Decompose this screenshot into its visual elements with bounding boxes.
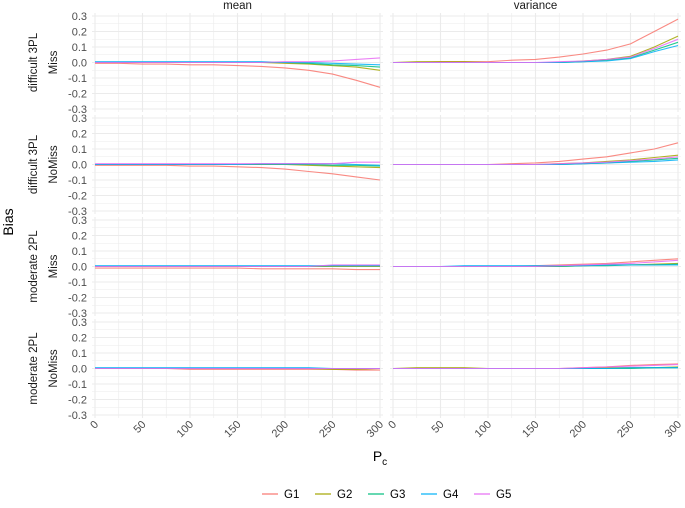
x-tick-label: 200 xyxy=(270,419,291,440)
row-strip-label: moderate 2PL xyxy=(28,332,40,405)
series-line-g4 xyxy=(95,61,381,66)
row-strip-label: difficult 3PL xyxy=(28,134,40,194)
y-tick-label: -0.3 xyxy=(68,104,87,116)
y-tick-label: -0.2 xyxy=(68,89,87,101)
y-tick-label: -0.3 xyxy=(68,410,87,422)
y-tick-label: 0.3 xyxy=(72,317,87,329)
facet-panel xyxy=(92,13,383,112)
series-line-g5 xyxy=(95,264,380,268)
row-strip-label: moderate 2PL xyxy=(28,230,40,303)
x-tick-label: 250 xyxy=(615,419,636,440)
series-line-g5 xyxy=(393,38,679,64)
y-tick-label: -0.2 xyxy=(68,395,87,407)
y-tick-label: -0.1 xyxy=(68,379,87,391)
y-tick-label: 0.2 xyxy=(72,231,87,243)
panels: mean variance difficult 3PL Miss -0.3 -0.2 -0.… xyxy=(28,0,684,440)
y-tick-label: -0.2 xyxy=(68,191,87,203)
series-line-g1 xyxy=(95,62,381,88)
series-line-g5 xyxy=(393,259,679,268)
series-line-g5 xyxy=(95,161,380,165)
series-line-g5 xyxy=(393,364,679,370)
y-tick-label: 0.1 xyxy=(72,42,87,54)
x-tick-label: 300 xyxy=(365,419,386,440)
y-tick-label: 0.0 xyxy=(72,364,87,376)
series-line-g1 xyxy=(95,164,381,181)
y-tick-label: 0.2 xyxy=(72,333,87,345)
legend-label: G5 xyxy=(496,489,511,501)
y-axis-title: Bias xyxy=(0,208,16,235)
legend-label: G4 xyxy=(443,489,459,501)
y-tick-label: 0.1 xyxy=(72,246,87,258)
y-tick-label: 0.3 xyxy=(72,113,87,125)
legend-label: G3 xyxy=(390,489,405,501)
y-tick-label: 0.2 xyxy=(72,27,87,39)
facet-panel xyxy=(390,13,681,112)
y-tick-label: 0.0 xyxy=(72,58,87,70)
x-tick-label: 150 xyxy=(222,419,243,440)
y-tick-label: 0.1 xyxy=(72,348,87,360)
series-line-g5 xyxy=(393,156,679,166)
row-strip-label: NoMiss xyxy=(48,349,60,388)
row-strip-label: NoMiss xyxy=(48,145,60,184)
series-line-g1 xyxy=(95,267,380,271)
x-tick-label: 50 xyxy=(131,419,148,436)
y-tick-label: 0.1 xyxy=(72,144,87,156)
x-tick-label: 0 xyxy=(88,419,101,432)
series-line-g5 xyxy=(95,57,381,64)
x-tick-label: 250 xyxy=(317,419,338,440)
facet-panel xyxy=(390,319,681,418)
legend-label: G1 xyxy=(284,489,299,501)
facet-panel xyxy=(390,217,681,316)
x-tick-label: 200 xyxy=(568,419,589,440)
row-strip-label: Miss xyxy=(48,254,60,278)
y-tick-label: -0.3 xyxy=(68,206,87,218)
y-tick-label: -0.3 xyxy=(68,308,87,320)
column-strip-label: variance xyxy=(514,0,557,12)
row-strip-label: difficult 3PL xyxy=(28,32,40,92)
x-tick-label: 150 xyxy=(520,419,541,440)
x-tick-label: 0 xyxy=(386,419,399,432)
facet-panel xyxy=(92,319,383,418)
x-axis-title-sub: c xyxy=(382,457,387,468)
y-tick-label: -0.1 xyxy=(68,277,87,289)
column-strip-label: mean xyxy=(223,0,252,12)
x-tick-label: 300 xyxy=(663,419,684,440)
x-axis-title-main: P xyxy=(373,448,382,464)
facet-panel xyxy=(92,115,383,214)
y-tick-label: 0.2 xyxy=(72,129,87,141)
x-axis-title: Pc xyxy=(373,448,387,468)
y-tick-label: 0.0 xyxy=(72,262,87,274)
x-tick-label: 50 xyxy=(429,419,446,436)
legend-label: G2 xyxy=(337,489,352,501)
x-tick-label: 100 xyxy=(175,419,196,440)
y-tick-label: -0.2 xyxy=(68,293,87,305)
y-tick-label: -0.1 xyxy=(68,73,87,85)
y-tick-label: 0.3 xyxy=(72,11,87,23)
facet-panel xyxy=(390,115,681,214)
y-tick-label: 0.0 xyxy=(72,160,87,172)
y-tick-label: 0.3 xyxy=(72,215,87,227)
row-strip-label: Miss xyxy=(48,50,60,74)
facet-panel xyxy=(92,217,383,316)
legend: G1 G2 G3 G4 G5 xyxy=(262,489,511,501)
y-tick-label: -0.1 xyxy=(68,175,87,187)
x-tick-label: 100 xyxy=(473,419,494,440)
